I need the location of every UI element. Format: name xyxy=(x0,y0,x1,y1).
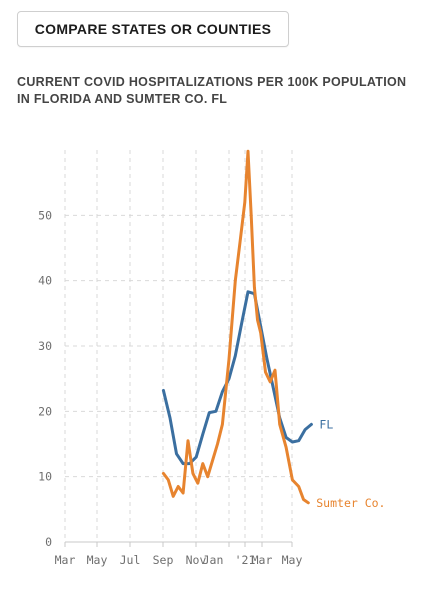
x-tick-label: Jan xyxy=(203,553,224,567)
grid-layer xyxy=(64,150,293,542)
x-tick-label: '21 xyxy=(235,553,256,567)
fl-series-label: FL xyxy=(319,417,333,431)
y-tick-label: 10 xyxy=(38,470,52,484)
y-tick-label: 20 xyxy=(38,404,52,418)
chart-title-line-2: IN FLORIDA AND SUMTER CO. FL xyxy=(17,92,228,106)
sumter-series-line xyxy=(161,149,310,505)
y-tick-label: 30 xyxy=(38,339,52,353)
x-tick-label: Nov xyxy=(186,553,207,567)
chart-title: CURRENT COVID HOSPITALIZATIONS PER 100K … xyxy=(17,74,417,108)
x-tick-label: Mar xyxy=(252,553,273,567)
x-tick-label: Sep xyxy=(153,553,174,567)
axis-layer xyxy=(64,541,293,547)
chart-title-line-1: CURRENT COVID HOSPITALIZATIONS PER 100K … xyxy=(17,75,407,89)
x-tick-label: Jul xyxy=(120,553,141,567)
sumter-series-label: Sumter Co. xyxy=(316,496,385,510)
x-tick-label: May xyxy=(282,553,303,567)
series-layer xyxy=(161,149,313,505)
fl-series-line xyxy=(161,290,313,466)
compare-states-or-counties-button[interactable]: COMPARE STATES OR COUNTIES xyxy=(17,11,289,47)
y-tick-label: 0 xyxy=(45,535,52,549)
y-tick-label: 40 xyxy=(38,274,52,288)
x-tick-label: May xyxy=(87,553,108,567)
y-tick-label: 50 xyxy=(38,208,52,222)
x-tick-label: Mar xyxy=(55,553,76,567)
